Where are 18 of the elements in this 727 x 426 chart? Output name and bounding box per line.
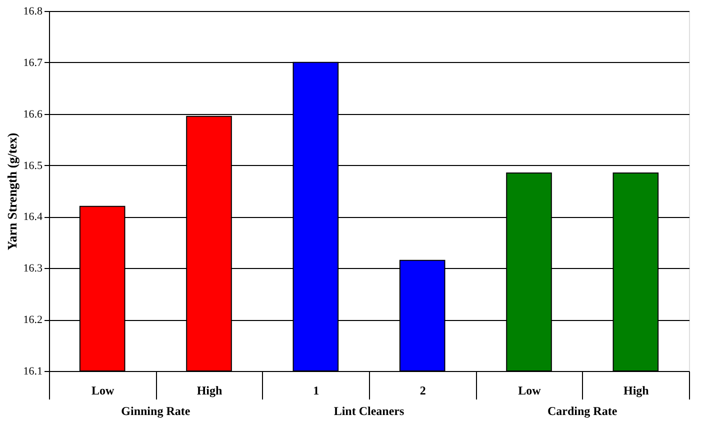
text: Lint Cleaners — [334, 404, 404, 418]
y-axis-title: Yarn Strength (g/tex) — [4, 132, 20, 250]
x-tick-label: Low — [518, 384, 542, 398]
y-tick-label: 16.7 — [23, 56, 43, 69]
text: Ginning Rate — [121, 404, 191, 418]
x-tick-label: 2 — [420, 384, 426, 398]
x-tick-label: High — [196, 384, 222, 398]
text: Carding Rate — [547, 404, 618, 418]
y-tick-label: 16.2 — [23, 314, 42, 326]
y-tick-label: 16.1 — [23, 366, 42, 378]
x-tick-label: 1 — [313, 384, 320, 398]
y-tick-label: 16.4 — [23, 211, 43, 224]
y-tick-label: 16.3 — [23, 262, 43, 275]
y-tick-label: 16.8 — [23, 6, 43, 18]
x-tick-label: Low — [91, 384, 114, 398]
y-tick-label: 16.6 — [23, 108, 43, 120]
y-tick-label: 16.5 — [23, 160, 43, 172]
x-tick-label: High — [623, 384, 650, 398]
